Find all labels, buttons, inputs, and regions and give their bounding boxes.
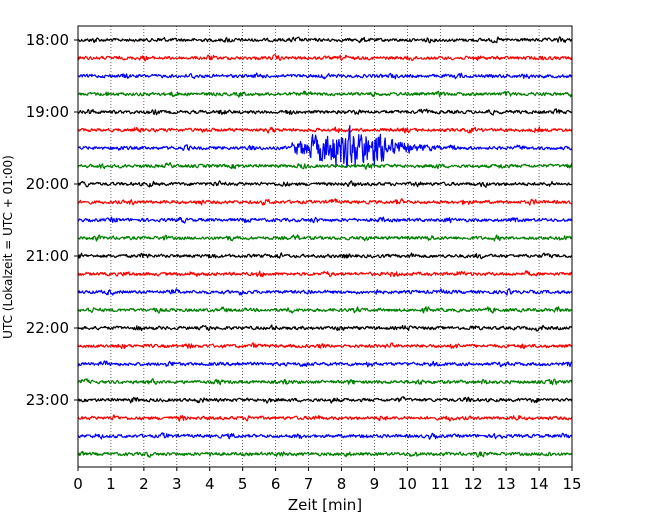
trace-23:00 bbox=[77, 396, 573, 404]
trace-22:30 bbox=[77, 360, 573, 368]
trace-19:15 bbox=[77, 126, 573, 134]
y-tick-label-20:00: 20:00 bbox=[26, 175, 69, 193]
trace-22:15 bbox=[77, 342, 573, 350]
trace-18:00 bbox=[77, 36, 573, 44]
seismic-traces bbox=[77, 36, 573, 458]
x-tick-label-12: 12 bbox=[464, 475, 483, 493]
x-axis-label: Zeit [min] bbox=[288, 496, 362, 514]
x-axis-ticks: 0 1 2 3 4 5 6 7 8 9 10 11 12 13 14 15 bbox=[73, 467, 582, 493]
trace-20:45 bbox=[77, 234, 573, 242]
x-tick-label-4: 4 bbox=[205, 475, 215, 493]
trace-21:15 bbox=[77, 270, 573, 278]
trace-22:45 bbox=[77, 378, 573, 386]
trace-18:45 bbox=[77, 90, 573, 98]
trace-18:30 bbox=[77, 72, 573, 80]
x-tick-label-15: 15 bbox=[562, 475, 581, 493]
trace-20:00 bbox=[77, 180, 572, 188]
trace-23:45 bbox=[77, 450, 573, 458]
trace-19:45 bbox=[77, 162, 573, 170]
trace-21:00 bbox=[77, 252, 573, 260]
trace-22:00 bbox=[77, 324, 573, 332]
plot-frame bbox=[77, 25, 573, 468]
trace-21:45 bbox=[77, 306, 573, 314]
x-tick-label-9: 9 bbox=[370, 475, 380, 493]
y-tick-label-18:00: 18:00 bbox=[26, 31, 69, 49]
x-tick-label-3: 3 bbox=[172, 475, 182, 493]
trace-21:30 bbox=[77, 288, 573, 296]
x-tick-label-1: 1 bbox=[106, 475, 116, 493]
y-axis-label: UTC (Lokalzeit = UTC + 01:00) bbox=[1, 155, 15, 339]
x-tick-label-5: 5 bbox=[238, 475, 248, 493]
x-tick-label-2: 2 bbox=[139, 475, 149, 493]
trace-19:30 bbox=[77, 125, 573, 168]
x-tick-label-10: 10 bbox=[398, 475, 417, 493]
x-tick-label-11: 11 bbox=[431, 475, 450, 493]
x-tick-label-0: 0 bbox=[73, 475, 83, 493]
x-tick-label-7: 7 bbox=[304, 475, 314, 493]
x-tick-label-6: 6 bbox=[271, 475, 281, 493]
x-tick-label-8: 8 bbox=[337, 475, 347, 493]
y-axis-ticks: 18:00 19:00 20:00 21:00 22:00 23:00 bbox=[26, 31, 78, 409]
trace-20:15 bbox=[77, 198, 573, 206]
trace-20:30 bbox=[77, 216, 573, 224]
x-tick-label-14: 14 bbox=[530, 475, 549, 493]
y-tick-label-23:00: 23:00 bbox=[26, 391, 69, 409]
trace-23:30 bbox=[77, 432, 573, 440]
x-tick-label-13: 13 bbox=[497, 475, 516, 493]
trace-18:15 bbox=[77, 54, 573, 62]
y-tick-label-22:00: 22:00 bbox=[26, 319, 69, 337]
y-tick-label-21:00: 21:00 bbox=[26, 247, 69, 265]
y-tick-label-19:00: 19:00 bbox=[26, 103, 69, 121]
trace-19:00 bbox=[77, 108, 573, 116]
trace-23:15 bbox=[77, 414, 573, 422]
